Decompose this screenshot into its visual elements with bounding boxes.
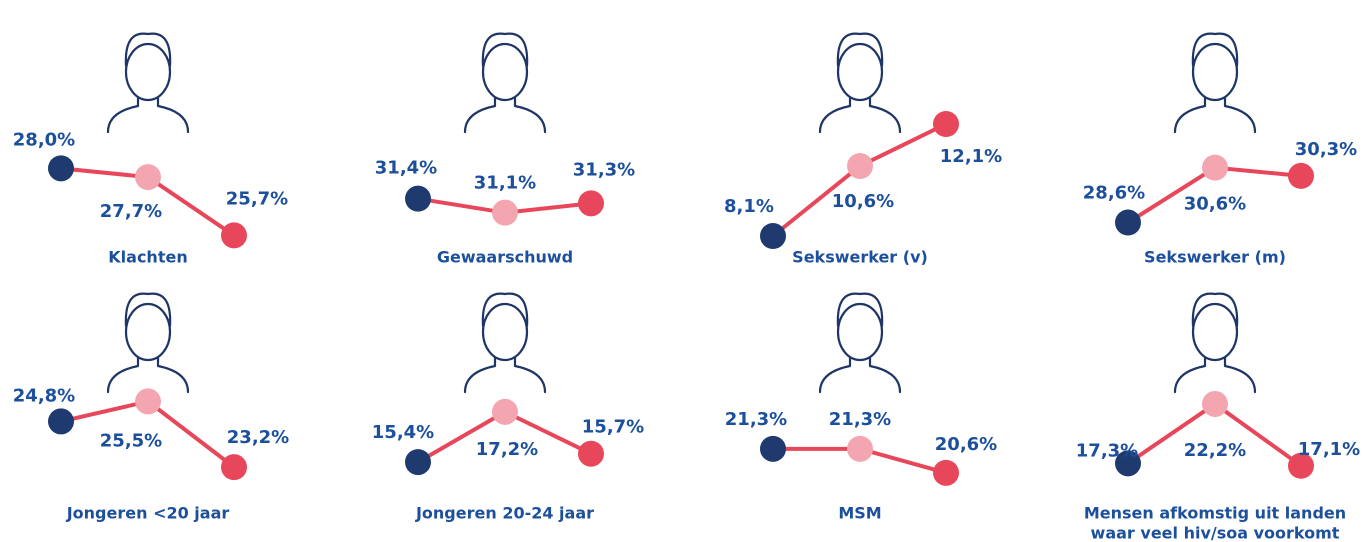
icon-shoulders <box>106 96 190 134</box>
value-label: 25,5% <box>100 430 162 451</box>
person-icon <box>106 32 190 134</box>
point <box>760 223 786 249</box>
icon-hair <box>836 32 884 68</box>
point <box>760 435 786 462</box>
icon-shoulders <box>818 356 902 394</box>
value-label: 28,6% <box>1083 183 1145 204</box>
value-label: 27,7% <box>100 201 162 222</box>
icon-head <box>124 302 172 362</box>
icon-head <box>836 302 884 362</box>
panel-title: Mensen afkomstig uit landen <box>1084 504 1346 523</box>
value-label: 31,1% <box>474 173 536 194</box>
point <box>492 199 518 226</box>
person-icon <box>1173 292 1257 394</box>
person-icon <box>818 292 902 394</box>
icon-hair <box>481 32 529 68</box>
panel-title: Jongeren 20-24 jaar <box>415 504 594 523</box>
value-label: 15,7% <box>582 417 644 438</box>
value-label: 23,2% <box>227 427 289 448</box>
icon-shoulders <box>1173 96 1257 134</box>
person-icon <box>463 292 547 394</box>
panel-title: MSM <box>838 504 881 523</box>
point <box>48 155 74 182</box>
icon-hair <box>836 292 884 328</box>
panel-title: Jongeren <20 jaar <box>66 504 230 523</box>
value-label: 15,4% <box>372 422 434 443</box>
panel-title: Klachten <box>108 248 187 267</box>
icon-shoulders <box>1173 356 1257 394</box>
value-label: 8,1% <box>724 196 774 217</box>
point <box>1115 450 1141 477</box>
icon-head <box>1191 302 1239 362</box>
point <box>492 398 518 425</box>
point <box>847 153 873 179</box>
value-label: 25,7% <box>226 188 288 209</box>
value-label: 20,6% <box>935 434 997 455</box>
point <box>221 222 247 249</box>
value-label: 22,2% <box>1184 440 1246 461</box>
value-label: 17,3% <box>1076 440 1138 461</box>
point <box>1288 452 1314 479</box>
icon-shoulders <box>106 356 190 394</box>
value-label: 24,8% <box>13 385 75 406</box>
icon-shoulders <box>463 96 547 134</box>
person-icon <box>463 32 547 134</box>
icon-hair <box>481 292 529 328</box>
person-icon <box>1173 32 1257 134</box>
point <box>578 190 604 217</box>
point <box>1202 154 1228 181</box>
panel-title: Sekswerker (m) <box>1144 248 1286 267</box>
trend-line <box>771 122 947 238</box>
point <box>135 388 161 415</box>
value-label: 30,3% <box>1295 139 1357 160</box>
icon-shoulders <box>818 96 902 134</box>
icon-hair <box>124 292 172 328</box>
icon-head <box>481 302 529 362</box>
point <box>578 440 604 467</box>
value-label: 21,3% <box>829 409 891 430</box>
person-icon <box>106 292 190 394</box>
point <box>1202 390 1228 417</box>
panel-title: Sekswerker (v) <box>792 248 928 267</box>
point <box>405 185 431 212</box>
person-icon <box>818 32 902 134</box>
value-label: 31,3% <box>573 159 635 180</box>
value-label: 28,0% <box>13 129 75 150</box>
point <box>1115 209 1141 236</box>
point <box>847 435 873 462</box>
value-label: 10,6% <box>832 191 894 212</box>
icon-head <box>124 42 172 102</box>
value-label: 30,6% <box>1184 194 1246 215</box>
point <box>933 111 959 137</box>
panel-title: Gewaarschuwd <box>437 248 573 267</box>
icon-head <box>481 42 529 102</box>
value-label: 21,3% <box>725 409 787 430</box>
point <box>135 164 161 191</box>
value-label: 12,1% <box>940 146 1002 167</box>
point <box>221 454 247 481</box>
point <box>48 408 74 435</box>
point <box>933 459 959 486</box>
icon-hair <box>1191 32 1239 68</box>
icon-head <box>1191 42 1239 102</box>
point <box>405 449 431 476</box>
icon-hair <box>1191 292 1239 328</box>
value-label: 17,1% <box>1298 439 1360 460</box>
value-label: 31,4% <box>375 158 437 179</box>
point <box>1288 162 1314 189</box>
icon-hair <box>124 32 172 68</box>
icon-head <box>836 42 884 102</box>
icon-shoulders <box>463 356 547 394</box>
value-label: 17,2% <box>476 439 538 460</box>
panel-title: waar veel hiv/soa voorkomt <box>1091 524 1340 542</box>
